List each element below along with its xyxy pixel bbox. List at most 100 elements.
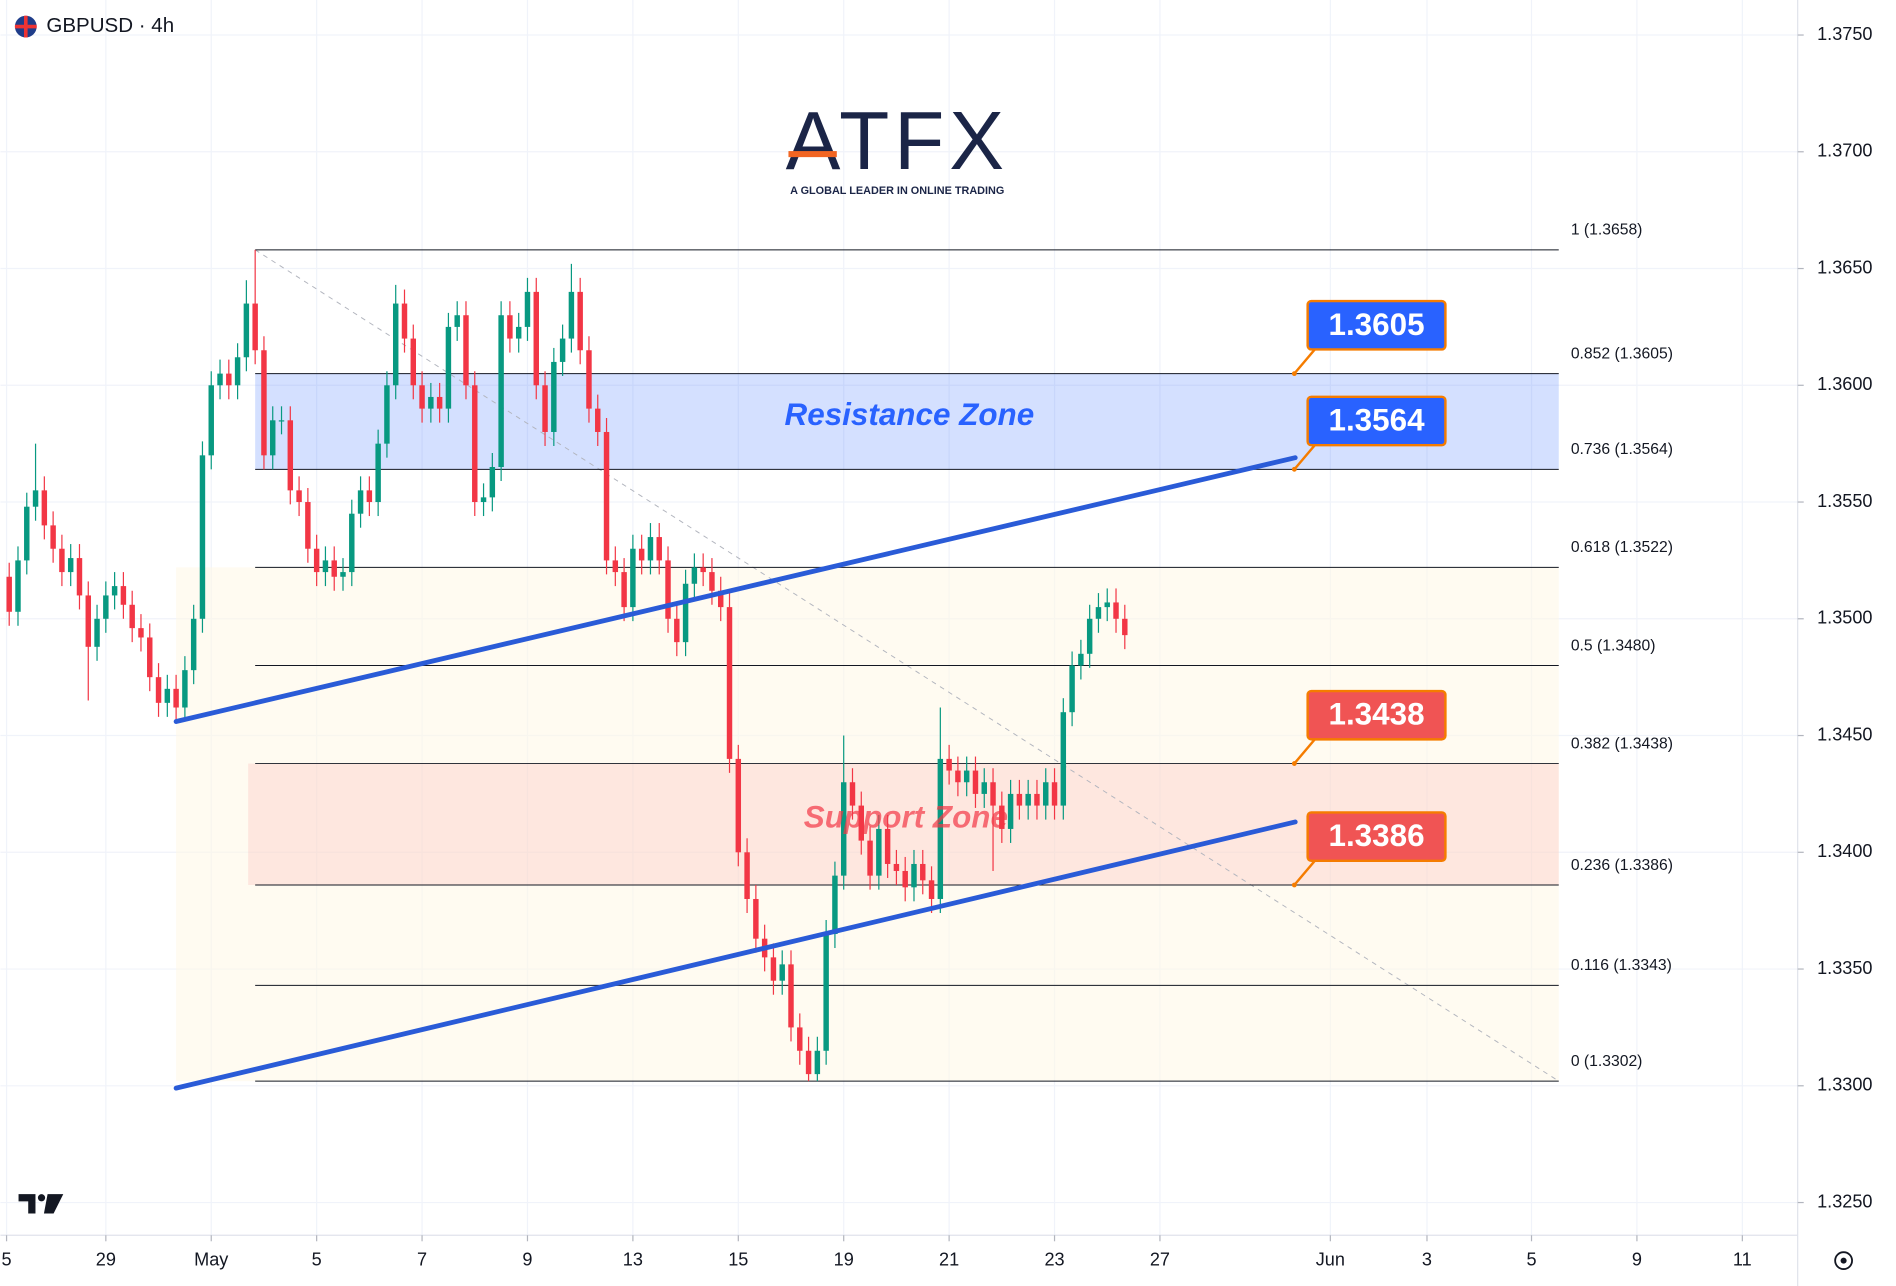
candle-body xyxy=(67,558,74,573)
candle-body xyxy=(208,385,214,456)
candle-body xyxy=(533,291,539,386)
fibonacci: 1 (1.3658) 0.852 (1.3605) 0.736 (1.3564) 0.… xyxy=(254,222,1673,1082)
candle-body xyxy=(999,805,1005,829)
x-tick-label: 5 xyxy=(312,1249,322,1269)
candle-body xyxy=(436,396,443,409)
trendline xyxy=(173,455,1298,724)
candle-body xyxy=(190,618,197,671)
candle-body xyxy=(410,338,417,386)
flag-cross xyxy=(14,15,37,38)
candle-body xyxy=(1104,602,1110,608)
candle-body xyxy=(603,431,610,561)
candle-body xyxy=(76,558,83,596)
candle-body xyxy=(182,670,188,708)
candle-body xyxy=(805,1050,812,1075)
candle-body xyxy=(691,567,698,584)
candle-body xyxy=(357,490,364,514)
candle-body xyxy=(463,315,469,386)
candle-body xyxy=(50,525,56,549)
x-tick-label: 9 xyxy=(1632,1249,1642,1269)
candle-body xyxy=(682,583,689,643)
y-tick-label: 1.3550 xyxy=(1817,491,1872,511)
candle-body xyxy=(384,385,390,444)
candle-body xyxy=(305,502,311,549)
candle-body xyxy=(366,490,373,503)
candle-body xyxy=(823,934,829,1051)
x-tick-label: 5 xyxy=(2,1249,12,1269)
candle-body xyxy=(261,350,267,456)
candle-body xyxy=(858,805,865,841)
symbol-title: GBPUSD · 4h xyxy=(46,14,174,37)
fib-label: 0.736 (1.3564) xyxy=(1571,441,1673,458)
candle-body xyxy=(1095,607,1102,619)
logo-tagline: A GLOBAL LEADER IN ONLINE TRADING xyxy=(790,185,1004,197)
fib-label: 0.5 (1.3480) xyxy=(1571,637,1656,654)
candle-body xyxy=(893,863,900,871)
y-tick-label: 1.3650 xyxy=(1817,257,1872,277)
candle-body xyxy=(296,490,302,503)
settings-gear[interactable] xyxy=(1834,1251,1853,1270)
candle-body xyxy=(744,852,750,899)
settings-gear-center[interactable] xyxy=(1840,1257,1847,1264)
candle-body xyxy=(612,560,619,573)
candle-body xyxy=(946,758,952,771)
candle-body xyxy=(515,326,522,339)
y-tick-label: 1.3250 xyxy=(1817,1191,1872,1211)
candle-body xyxy=(252,303,258,351)
logo-accent xyxy=(788,151,837,158)
settings-icon[interactable] xyxy=(1834,1251,1853,1270)
candle-body xyxy=(920,863,926,881)
candle-body xyxy=(638,548,645,561)
fib-label: 0.852 (1.3605) xyxy=(1571,345,1673,362)
candle-body xyxy=(489,467,496,498)
candle-body xyxy=(937,758,944,899)
candle-body xyxy=(331,560,337,577)
candle-body xyxy=(902,870,908,888)
candle-body xyxy=(630,548,636,608)
tag-anchor xyxy=(1291,761,1297,766)
candle-body xyxy=(6,576,12,612)
trendline xyxy=(173,819,1298,1091)
x-tick-label: May xyxy=(194,1249,229,1269)
fib-label: 0.236 (1.3386) xyxy=(1571,857,1673,874)
candle-body xyxy=(1007,793,1014,829)
candle-body xyxy=(849,782,856,806)
tag-label: 1.3605 xyxy=(1328,307,1424,342)
candle-body xyxy=(1034,793,1040,806)
y-tick-label: 1.3450 xyxy=(1817,724,1872,744)
candle-body xyxy=(840,782,847,876)
candle-body xyxy=(480,497,487,503)
tag-anchor xyxy=(1291,371,1297,377)
y-tick-label: 1.3700 xyxy=(1817,141,1872,161)
candle-body xyxy=(621,572,627,608)
zone-label: Support Zone xyxy=(804,800,1008,835)
candle-body xyxy=(928,880,935,899)
candle-body xyxy=(1025,793,1031,806)
candle-body xyxy=(972,770,979,794)
candle-body xyxy=(94,618,100,647)
candle-body xyxy=(243,303,250,358)
y-tick-label: 1.3300 xyxy=(1817,1075,1872,1095)
candle-body xyxy=(138,628,144,638)
candle-body xyxy=(226,373,232,386)
candle-body xyxy=(814,1050,821,1075)
candle-body xyxy=(32,490,39,507)
candle-body xyxy=(147,637,153,678)
x-tick-label: 23 xyxy=(1044,1249,1064,1269)
fib-label: 0.382 (1.3438) xyxy=(1571,735,1673,752)
candle-body xyxy=(1078,653,1084,666)
candles xyxy=(6,249,1128,1082)
candle-body xyxy=(349,513,355,573)
fib-label: 1 (1.3658) xyxy=(1571,222,1643,239)
candle-body xyxy=(217,373,223,386)
candle-body xyxy=(24,506,30,561)
candle-body xyxy=(375,443,381,503)
x-tick-label: 27 xyxy=(1150,1249,1170,1269)
candle-body xyxy=(129,604,135,629)
trendlines xyxy=(173,455,1298,1091)
candle-body xyxy=(1043,782,1049,806)
candle-body xyxy=(59,548,65,573)
candle-body xyxy=(103,595,109,619)
